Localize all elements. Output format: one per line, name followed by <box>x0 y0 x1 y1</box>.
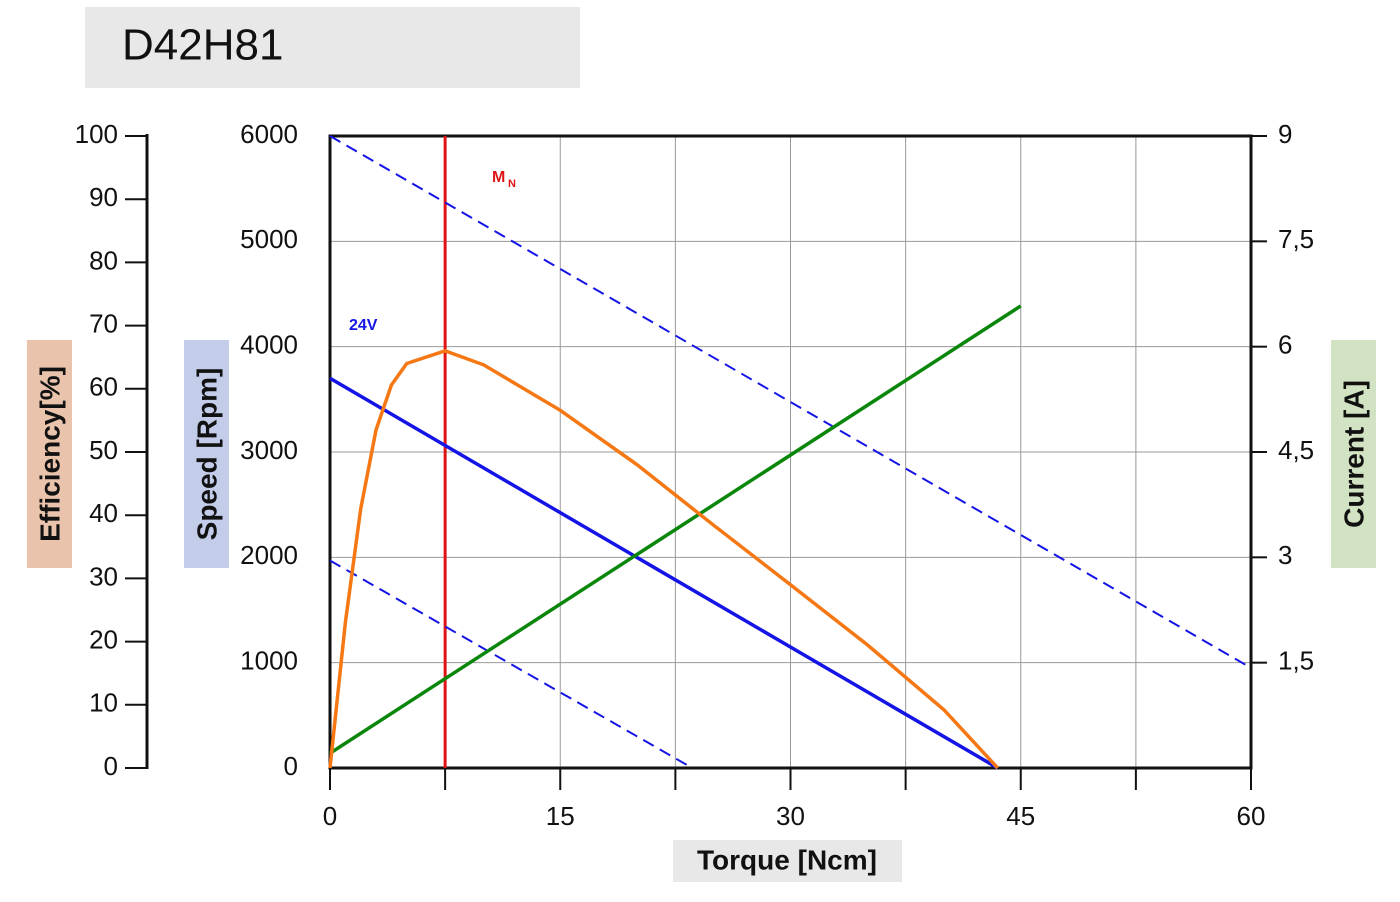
efficiency-axis-label: Efficiency[%] <box>34 366 65 542</box>
y-tick-label: 5000 <box>240 224 298 254</box>
torque-label-box <box>673 840 902 882</box>
y-tick-label: 2000 <box>240 540 298 570</box>
x-tick-label: 0 <box>323 801 337 831</box>
efficiency-tick-label: 80 <box>89 245 118 275</box>
torque-axis-label: Torque [Ncm] <box>697 844 877 875</box>
series-line <box>329 559 693 769</box>
y-tick-label: 1000 <box>240 646 298 676</box>
x-tick-label: 30 <box>776 801 805 831</box>
rated-torque-label: M <box>492 169 505 186</box>
current-tick-label: 4,5 <box>1278 435 1314 465</box>
series-line <box>328 349 1000 770</box>
plot-frame <box>328 134 1253 770</box>
series-line <box>329 304 1022 755</box>
y-tick-label: 3000 <box>240 435 298 465</box>
series-line <box>329 135 1252 669</box>
y-tick-label: 0 <box>284 751 298 781</box>
efficiency-tick-label: 50 <box>89 435 118 465</box>
efficiency-tick-label: 20 <box>89 624 118 654</box>
efficiency-tick-label: 40 <box>89 498 118 528</box>
current-tick-label: 3 <box>1278 540 1292 570</box>
speed-axis-label: Speed [Rpm] <box>191 368 222 541</box>
efficiency-tick-label: 70 <box>89 308 118 338</box>
efficiency-tick-label: 60 <box>89 372 118 402</box>
title-box <box>85 7 580 88</box>
efficiency-tick-label: 100 <box>75 119 118 149</box>
x-tick-label: 45 <box>1006 801 1035 831</box>
current-tick-label: 6 <box>1278 330 1292 360</box>
x-tick-label: 15 <box>546 801 575 831</box>
efficiency-tick-label: 90 <box>89 182 118 212</box>
efficiency-tick-label: 0 <box>104 751 118 781</box>
efficiency-tick-label: 30 <box>89 561 118 591</box>
current-tick-label: 9 <box>1278 119 1292 149</box>
current-tick-label: 7,5 <box>1278 224 1314 254</box>
x-tick-label: 60 <box>1237 801 1266 831</box>
series-line <box>329 376 999 770</box>
y-tick-label: 4000 <box>240 330 298 360</box>
voltage-label: 24V <box>349 317 378 334</box>
rated-torque-label-sub: N <box>508 178 516 190</box>
speed-label-box <box>184 340 229 568</box>
current-label-box <box>1331 340 1376 568</box>
current-tick-label: 1,5 <box>1278 646 1314 676</box>
efficiency-label-box <box>27 340 72 568</box>
chart-title: D42H81 <box>122 21 283 70</box>
y-tick-label: 6000 <box>240 119 298 149</box>
current-axis-label: Current [A] <box>1338 380 1369 528</box>
efficiency-tick-label: 10 <box>89 688 118 718</box>
